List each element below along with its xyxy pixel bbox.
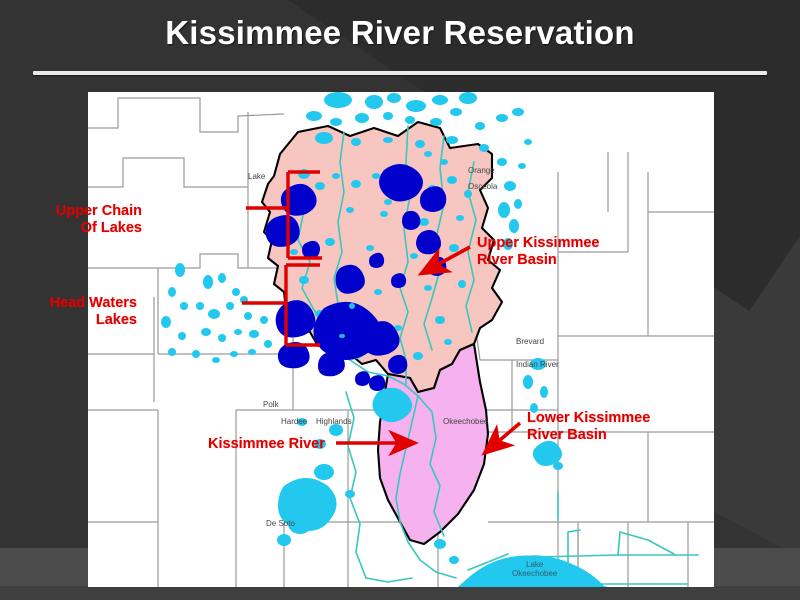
cyan-lakes: [161, 92, 563, 564]
title-block: Kissimmee River Reservation: [0, 14, 800, 52]
map-panel: Lake Orange Osceola Brevard Indian River Polk…: [88, 92, 714, 587]
annotation-line-2: Of Lakes: [80, 220, 142, 236]
annotation-line-1: Head Waters: [49, 295, 137, 311]
background-bottom-edge: [0, 586, 800, 600]
annotation-line-1: Upper Kissimmee: [477, 235, 600, 251]
annotation-upper-kissimmee-river-basin: Upper Kissimmee River Basin: [477, 235, 600, 269]
annotation-kissimmee-river: Kissimmee River: [208, 436, 325, 453]
map-graphic: [88, 92, 714, 587]
annotation-line-2: River Basin: [527, 427, 607, 443]
annotation-line-1: Lower Kissimmee: [527, 410, 651, 426]
page-title: Kissimmee River Reservation: [165, 14, 635, 51]
annotation-line-2: River Basin: [477, 252, 557, 268]
title-underline-rule: [33, 71, 767, 75]
lake-okeechobee-shape-2: [458, 555, 608, 587]
annotation-lower-kissimmee-river-basin: Lower Kissimmee River Basin: [527, 410, 650, 444]
annotation-head-waters-lakes: Head Waters Lakes: [0, 295, 137, 329]
annotation-upper-chain-of-lakes: Upper Chain Of Lakes: [0, 203, 142, 237]
annotation-line-2: Lakes: [95, 312, 137, 328]
annotation-line-1: Kissimmee River: [208, 436, 325, 452]
annotation-line-1: Upper Chain: [55, 203, 142, 219]
